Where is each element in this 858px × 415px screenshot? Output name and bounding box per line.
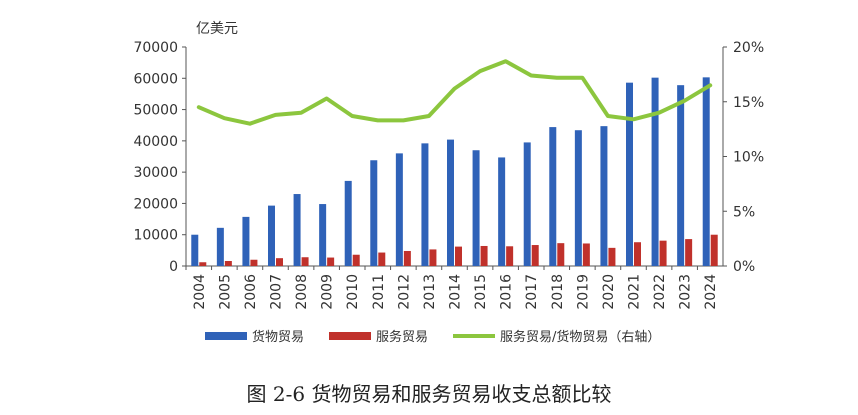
y-tick-label: 0 bbox=[169, 259, 178, 275]
goods-trade-bar bbox=[651, 77, 659, 266]
services-trade-bar bbox=[429, 249, 437, 266]
services-trade-bar bbox=[455, 246, 462, 266]
chart: 亿美元 0 10000 20000 30000 40000 50000 60000 70000… bbox=[133, 21, 764, 345]
goods-trade-bar bbox=[395, 153, 403, 266]
services-trade-bar bbox=[378, 252, 386, 266]
y-tick-label: 10000 bbox=[133, 228, 178, 244]
ratio-line bbox=[196, 59, 713, 126]
goods-trade-bar bbox=[216, 227, 224, 266]
legend-swatch-goods bbox=[205, 332, 247, 340]
legend-label-services: 服务贸易 bbox=[376, 329, 428, 345]
goods-trade-bar bbox=[293, 194, 301, 266]
services-trade-bar bbox=[480, 245, 488, 266]
x-tick-label: 2021 bbox=[627, 274, 643, 310]
services-trade-bar bbox=[582, 243, 590, 266]
services-trade-bar bbox=[608, 247, 616, 266]
goods-trade-bar bbox=[191, 234, 199, 266]
y-unit-label: 亿美元 bbox=[196, 21, 238, 37]
legend-label-goods: 货物贸易 bbox=[252, 329, 304, 345]
goods-trade-bar bbox=[702, 77, 710, 267]
goods-trade-bar bbox=[472, 150, 480, 266]
goods-trade-bar bbox=[600, 126, 608, 266]
legend-label-ratio: 服务贸易/货物贸易（右轴） bbox=[500, 329, 660, 345]
goods-trade-bar bbox=[626, 82, 633, 266]
x-tick-label: 2017 bbox=[524, 274, 540, 310]
x-tick-label: 2015 bbox=[473, 274, 489, 310]
axes: 0 10000 20000 30000 40000 50000 60000 70000 0% 5%… bbox=[133, 40, 764, 310]
services-trade-bar bbox=[352, 254, 360, 266]
goods-trade-bar bbox=[498, 157, 506, 266]
services-trade-bar bbox=[710, 234, 718, 266]
y-tick-label: 40000 bbox=[133, 134, 178, 150]
y2-tick-label: 20% bbox=[733, 40, 764, 56]
x-tick-label: 2024 bbox=[703, 274, 719, 310]
x-tick-label: 2007 bbox=[269, 274, 285, 310]
x-tick-label: 2009 bbox=[320, 274, 336, 310]
x-tick-label: 2019 bbox=[575, 274, 591, 310]
services-trade-bar bbox=[199, 262, 207, 266]
ratio-line-path bbox=[196, 59, 713, 126]
goods-trade-bar bbox=[421, 143, 429, 266]
x-tick-label: 2010 bbox=[345, 274, 361, 310]
goods-trade-bar bbox=[242, 216, 250, 266]
x-tick-label: 2005 bbox=[217, 274, 233, 310]
x-tick-label: 2008 bbox=[294, 274, 310, 310]
goods-trade-bar bbox=[344, 180, 352, 266]
bars bbox=[191, 77, 718, 267]
x-tick-label: 2011 bbox=[371, 274, 387, 310]
y-tick-label: 60000 bbox=[133, 71, 178, 87]
x-tick-label: 2016 bbox=[499, 274, 515, 310]
goods-trade-bar bbox=[447, 139, 454, 266]
services-trade-bar bbox=[634, 242, 641, 266]
services-trade-bar bbox=[224, 260, 232, 266]
x-tick-label: 2013 bbox=[422, 274, 438, 310]
x-tick-label: 2023 bbox=[678, 274, 694, 310]
x-tick-label: 2014 bbox=[448, 274, 464, 310]
x-tick-label: 2020 bbox=[601, 274, 617, 310]
services-trade-bar bbox=[403, 250, 411, 266]
x-tick-label: 2012 bbox=[396, 274, 412, 310]
x-tick-label: 2004 bbox=[192, 274, 208, 310]
services-trade-bar bbox=[506, 246, 514, 266]
x-tick-label: 2018 bbox=[550, 274, 566, 310]
y2-tick-label: 15% bbox=[733, 95, 764, 111]
goods-trade-bar bbox=[677, 85, 685, 266]
services-trade-bar bbox=[327, 257, 335, 266]
y-tick-label: 20000 bbox=[133, 196, 178, 212]
y2-tick-label: 5% bbox=[733, 204, 755, 220]
figure-caption: 图 2-6 货物贸易和服务贸易收支总额比较 bbox=[246, 382, 612, 406]
services-trade-bar bbox=[276, 258, 283, 266]
goods-trade-bar bbox=[574, 130, 582, 266]
y2-tick-label: 10% bbox=[733, 150, 764, 166]
y2-tick-label: 0% bbox=[733, 259, 755, 275]
legend: 货物贸易 服务贸易 服务贸易/货物贸易（右轴） bbox=[205, 329, 660, 345]
y-tick-label: 70000 bbox=[133, 40, 178, 56]
services-trade-bar bbox=[301, 257, 309, 266]
goods-trade-bar bbox=[268, 205, 275, 266]
goods-trade-bar bbox=[319, 204, 327, 266]
legend-swatch-services bbox=[329, 332, 371, 340]
services-trade-bar bbox=[531, 245, 539, 266]
x-tick-label: 2022 bbox=[652, 274, 668, 310]
services-trade-bar bbox=[659, 240, 667, 266]
services-trade-bar bbox=[685, 239, 693, 266]
goods-trade-bar bbox=[523, 142, 531, 266]
goods-trade-bar bbox=[370, 160, 378, 266]
y-tick-label: 50000 bbox=[133, 103, 178, 119]
goods-trade-bar bbox=[549, 127, 557, 266]
services-trade-bar bbox=[250, 259, 258, 266]
y-tick-label: 30000 bbox=[133, 165, 178, 181]
x-tick-label: 2006 bbox=[243, 274, 259, 310]
services-trade-bar bbox=[557, 243, 565, 266]
